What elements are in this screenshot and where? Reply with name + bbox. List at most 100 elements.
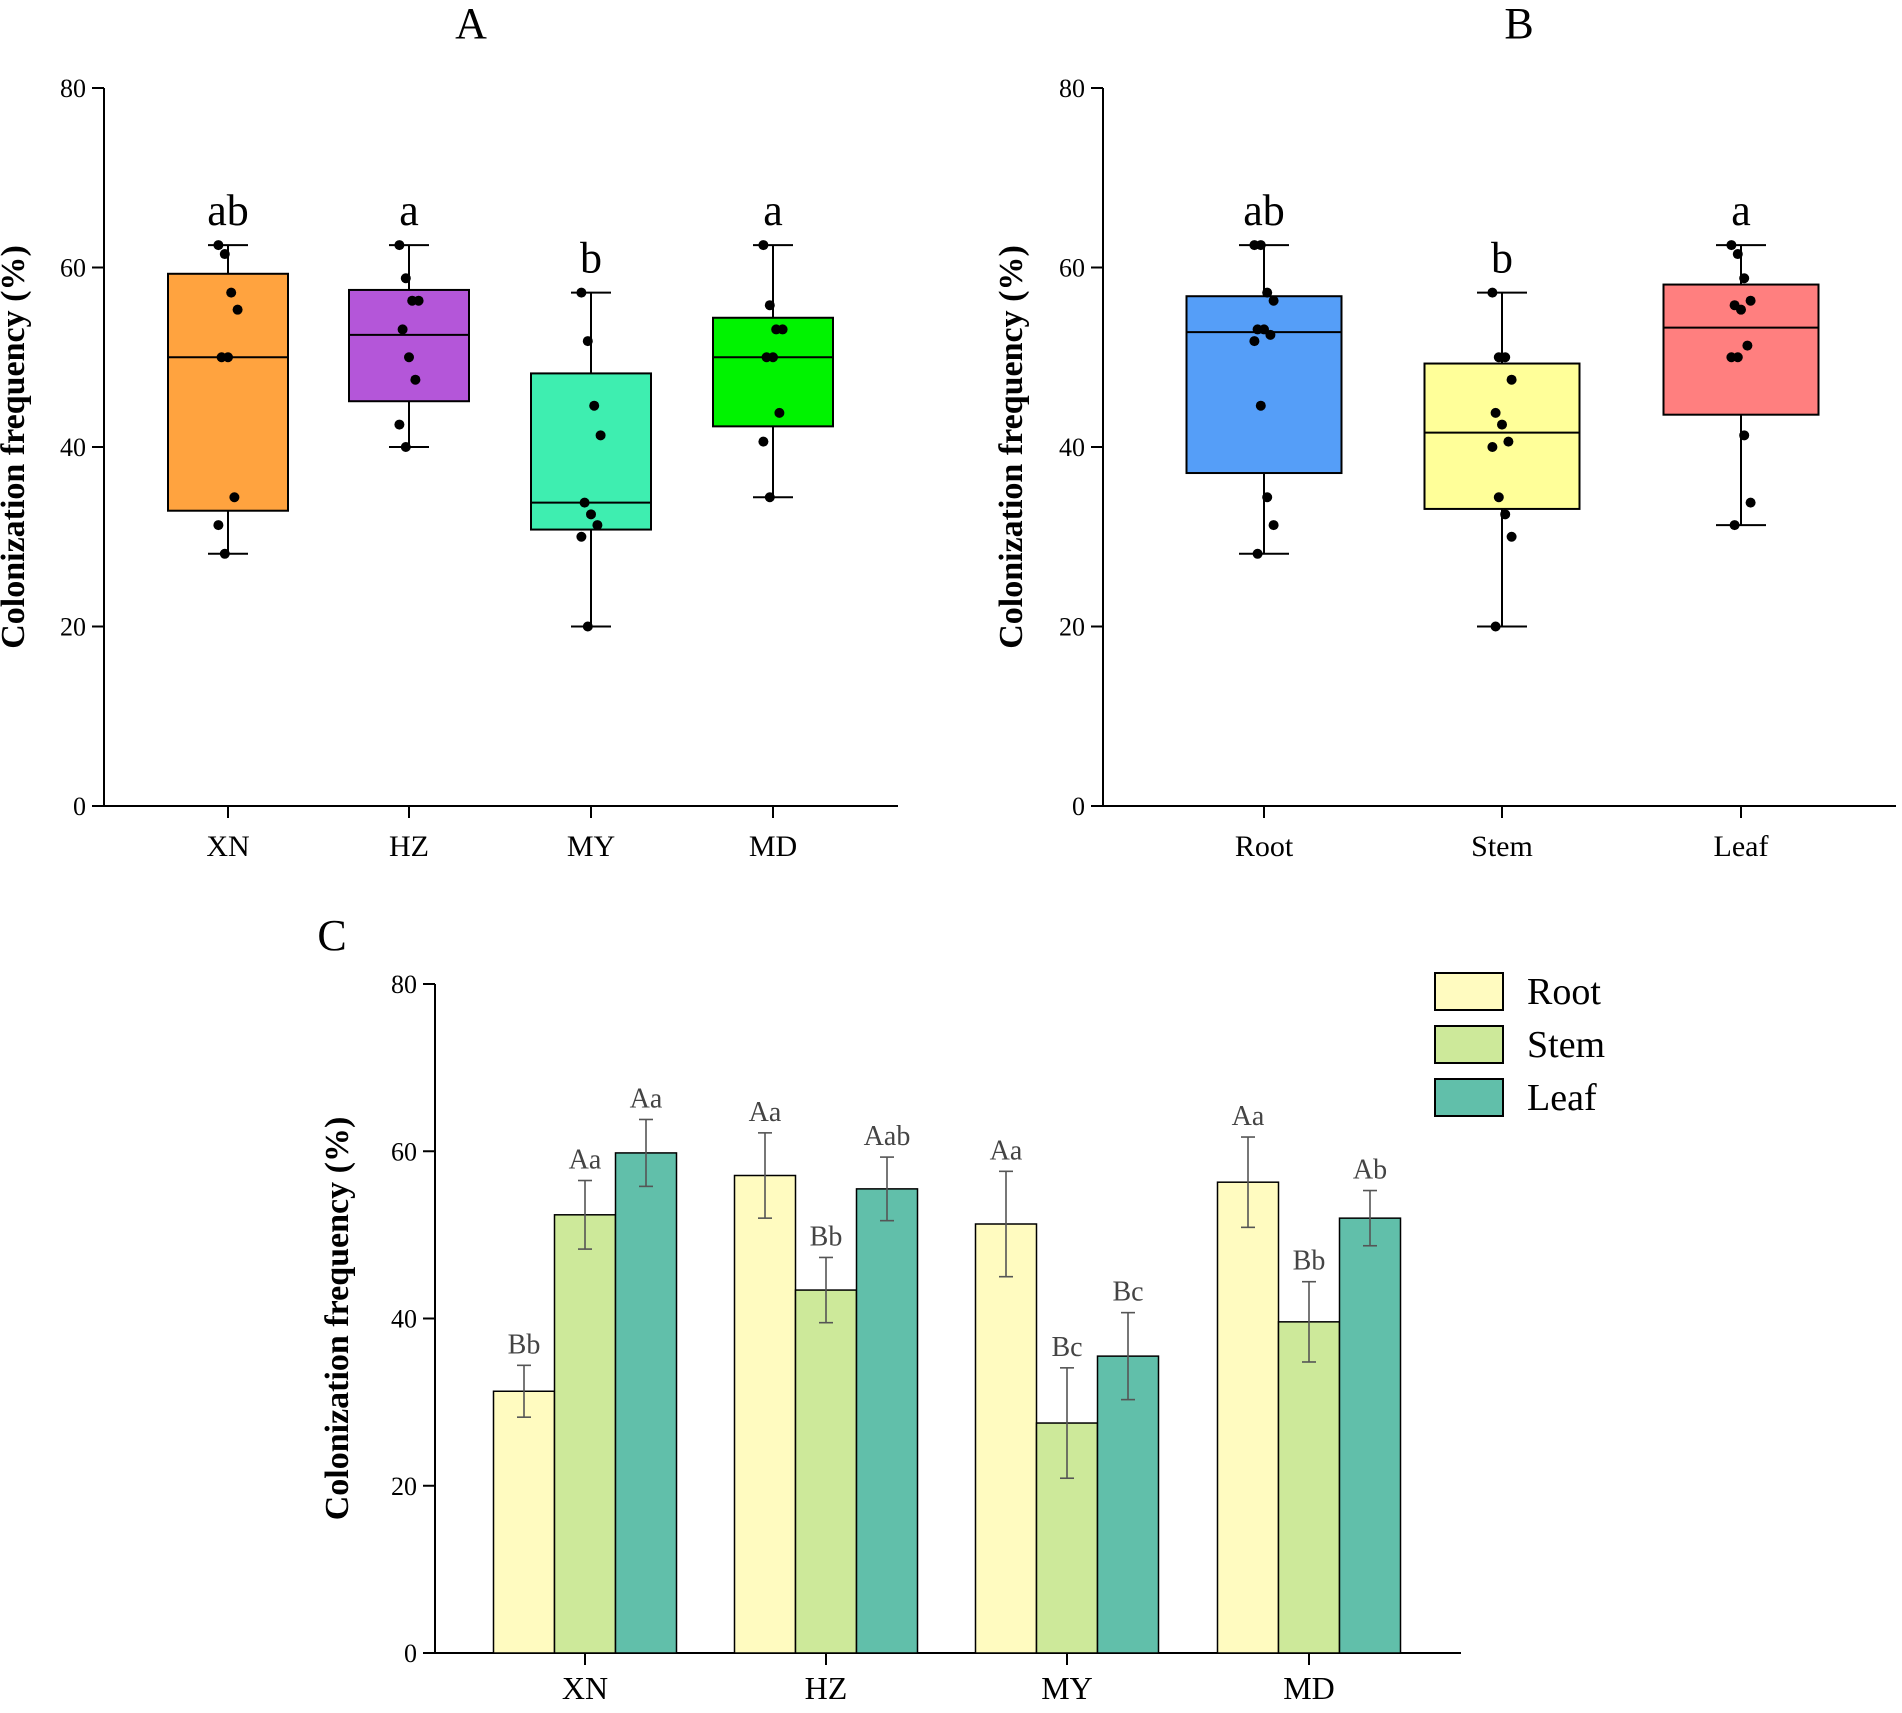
box-hz: a xyxy=(348,186,470,452)
y-tick-label: 80 xyxy=(391,970,417,999)
y-tick-label: 60 xyxy=(1059,254,1085,283)
significance-letter: Bb xyxy=(810,1221,843,1252)
significance-letter: Bb xyxy=(508,1329,541,1360)
series-stem: Aa Bb Bc Bb xyxy=(553,1145,1341,1654)
bar xyxy=(1277,1321,1341,1654)
data-point xyxy=(1500,352,1511,363)
significance-letter: a xyxy=(399,186,419,235)
y-tick-label: 40 xyxy=(391,1305,417,1334)
panel-label: C xyxy=(317,911,346,960)
bar xyxy=(553,1214,617,1654)
significance-letter: Aa xyxy=(1232,1101,1265,1132)
data-point xyxy=(1506,374,1517,385)
data-point xyxy=(400,442,411,452)
significance-letter: b xyxy=(580,234,602,283)
series-root: Bb Aa Aa Aa xyxy=(492,1097,1280,1654)
data-point xyxy=(768,352,778,363)
box-md: a xyxy=(712,186,834,503)
y-tick-label: 80 xyxy=(60,74,86,103)
data-point xyxy=(1736,304,1746,315)
data-point xyxy=(394,240,405,251)
box-leaf: a xyxy=(1662,186,1820,531)
x-tick-label: XN xyxy=(206,830,249,863)
bar xyxy=(794,1289,858,1654)
iqr-box xyxy=(1662,283,1820,416)
data-point xyxy=(223,352,233,363)
data-point xyxy=(589,400,600,411)
y-tick-label: 20 xyxy=(1059,613,1085,642)
bar xyxy=(855,1188,919,1654)
data-point xyxy=(1268,520,1279,531)
significance-letter: Aa xyxy=(990,1135,1023,1166)
legend-label: Stem xyxy=(1527,1024,1605,1066)
x-tick-label: Stem xyxy=(1471,830,1533,863)
data-point xyxy=(1487,287,1498,298)
y-tick-label: 0 xyxy=(1072,792,1085,821)
x-tick-label: MD xyxy=(749,830,797,863)
significance-letter: b xyxy=(1491,234,1513,283)
data-point xyxy=(774,407,785,418)
data-point xyxy=(404,352,414,363)
data-point xyxy=(394,419,405,430)
data-point xyxy=(1732,352,1743,363)
box-stem: b xyxy=(1423,234,1581,632)
data-point xyxy=(586,509,596,520)
bar xyxy=(974,1223,1038,1654)
legend-label: Leaf xyxy=(1527,1077,1597,1119)
legend-swatch xyxy=(1434,972,1504,1011)
y-tick-label: 60 xyxy=(391,1137,417,1166)
data-point xyxy=(1739,273,1750,284)
data-point xyxy=(1252,548,1263,559)
x-tick-label: Root xyxy=(1235,830,1294,863)
panel-c-bar-chart: C 0 20 40 60 80 XN HZ MY MD Colonization frequency… xyxy=(317,911,1605,1706)
y-tick-label: 60 xyxy=(60,254,86,283)
significance-letter: Aab xyxy=(864,1121,911,1152)
significance-letter: ab xyxy=(1243,186,1285,235)
bar xyxy=(1338,1217,1402,1654)
data-point xyxy=(592,520,603,531)
data-point xyxy=(1493,492,1504,503)
significance-letter: Aa xyxy=(630,1083,663,1114)
y-axis-title: Colonization frequency (%) xyxy=(0,245,32,649)
data-point xyxy=(1262,287,1273,298)
data-point xyxy=(758,436,769,447)
data-point xyxy=(764,492,775,503)
data-point xyxy=(764,300,775,311)
legend-swatch xyxy=(1434,1025,1504,1064)
data-point xyxy=(413,295,424,306)
bar xyxy=(492,1390,556,1654)
data-point xyxy=(1729,520,1740,531)
legend-swatch xyxy=(1434,1078,1504,1117)
x-tick-label: MD xyxy=(1283,1670,1335,1706)
data-point xyxy=(1500,509,1511,520)
significance-letter: a xyxy=(763,186,783,235)
y-tick-label: 0 xyxy=(404,1639,417,1668)
data-point xyxy=(1745,295,1756,306)
significance-letter: ab xyxy=(207,186,249,235)
y-tick-label: 20 xyxy=(391,1472,417,1501)
data-point xyxy=(213,240,224,251)
data-point xyxy=(1490,621,1501,632)
data-point xyxy=(576,287,587,298)
box-root: ab xyxy=(1185,186,1343,559)
data-point xyxy=(219,548,230,559)
data-point xyxy=(1487,442,1498,452)
panel-b-box-plot: B 0 20 40 60 80 Root Stem Leaf Colonization frequ… xyxy=(993,0,1896,863)
data-point xyxy=(1268,295,1279,306)
x-tick-label: MY xyxy=(1041,1670,1093,1706)
bar xyxy=(733,1174,797,1654)
data-point xyxy=(397,324,408,335)
data-point xyxy=(1726,240,1737,251)
data-point xyxy=(582,336,593,347)
data-point xyxy=(232,304,243,315)
data-point xyxy=(1745,497,1756,508)
y-tick-label: 0 xyxy=(73,792,86,821)
data-point xyxy=(226,287,237,298)
panel-label: B xyxy=(1504,0,1533,48)
data-point xyxy=(758,240,769,251)
panel-a-box-plot: A 0 20 40 60 80 XN HZ MY MD Colonization frequency… xyxy=(0,0,898,863)
data-point xyxy=(1506,531,1517,542)
data-point xyxy=(1490,407,1501,418)
significance-letter: Ab xyxy=(1353,1155,1387,1186)
data-point xyxy=(777,324,788,335)
